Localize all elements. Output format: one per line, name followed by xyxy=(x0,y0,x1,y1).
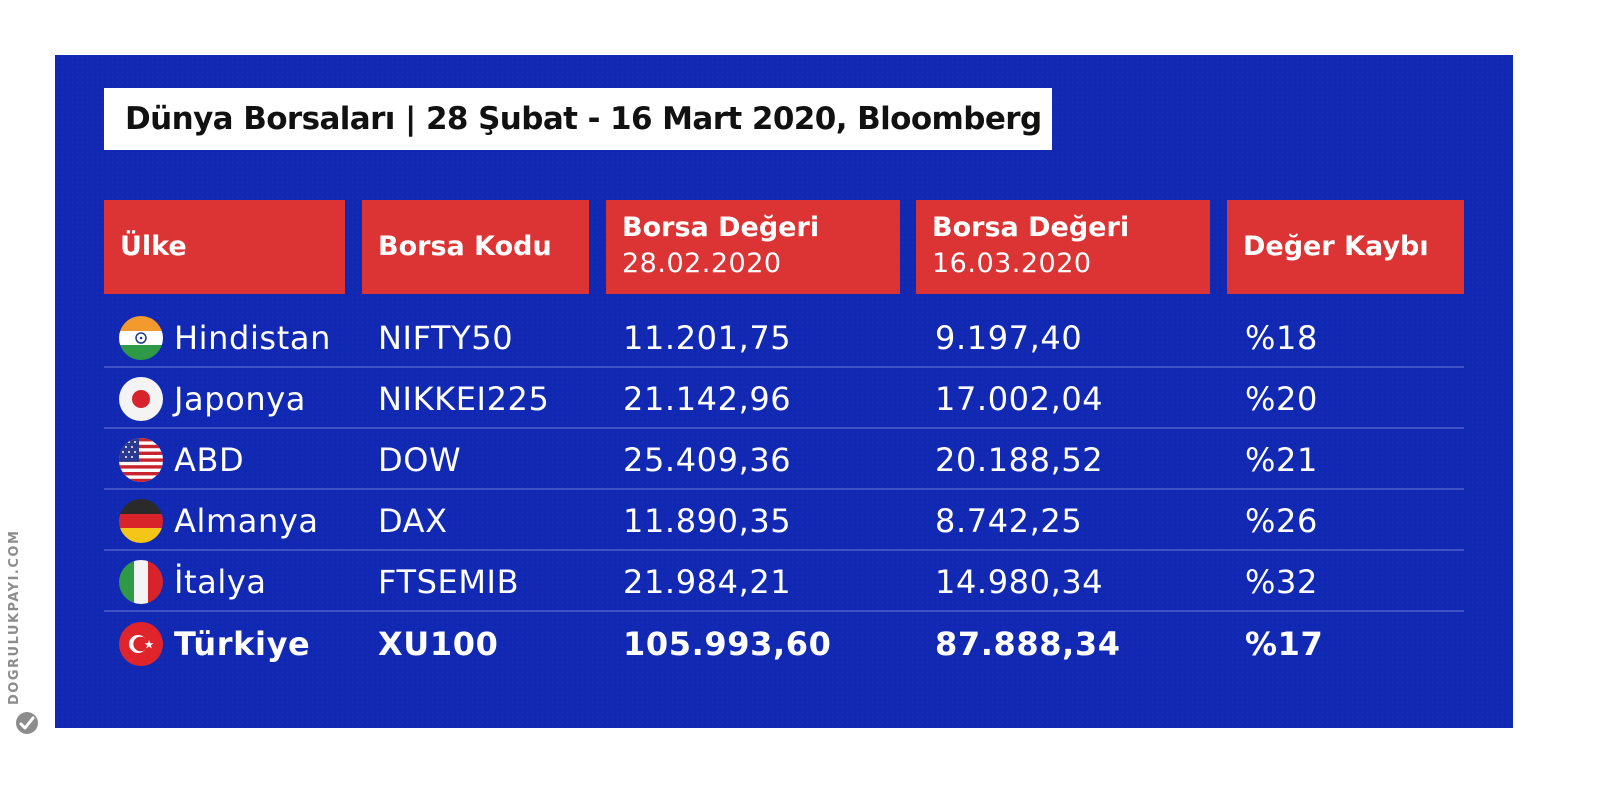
exchange-code: NIFTY50 xyxy=(378,318,514,357)
country-name: Hindistan xyxy=(174,318,331,357)
column-header-country: Ülke xyxy=(104,200,345,294)
watermark-text: DOGRULUKPAYI.COM xyxy=(7,529,22,705)
exchange-code: DAX xyxy=(378,501,448,540)
value-loss: %21 xyxy=(1245,440,1318,479)
table-row: Japonya NIKKEI225 21.142,96 17.002,04 %2… xyxy=(104,368,1464,429)
value-feb: 105.993,60 xyxy=(623,624,832,663)
value-loss: %32 xyxy=(1245,562,1318,601)
exchange-code: FTSEMIB xyxy=(378,562,520,601)
column-header-code: Borsa Kodu xyxy=(362,200,589,294)
table-panel: Dünya Borsaları | 28 Şubat - 16 Mart 202… xyxy=(55,55,1513,728)
value-loss: %20 xyxy=(1245,379,1318,418)
table-row: Almanya DAX 11.890,35 8.742,25 %26 xyxy=(104,490,1464,551)
country-name: Almanya xyxy=(174,501,319,540)
value-mar: 8.742,25 xyxy=(935,501,1083,540)
value-mar: 87.888,34 xyxy=(935,624,1121,663)
exchange-code: NIKKEI225 xyxy=(378,379,550,418)
row-separator xyxy=(104,427,1464,429)
value-loss: %26 xyxy=(1245,501,1318,540)
country-name: Japonya xyxy=(174,379,306,418)
table-row: Türkiye XU100 105.993,60 87.888,34 %17 xyxy=(104,613,1464,674)
value-feb: 11.890,35 xyxy=(623,501,792,540)
value-feb: 21.984,21 xyxy=(623,562,792,601)
value-loss: %18 xyxy=(1245,318,1318,357)
column-header-date: 28.02.2020 xyxy=(622,248,782,279)
table-row: Hindistan NIFTY50 11.201,75 9.197,40 %18 xyxy=(104,307,1464,368)
value-loss: %17 xyxy=(1245,624,1324,663)
column-header-label: Ülke xyxy=(120,231,187,262)
row-separator xyxy=(104,488,1464,490)
column-header-label: Değer Kaybı xyxy=(1243,231,1429,262)
value-feb: 25.409,36 xyxy=(623,440,792,479)
italy-flag-icon xyxy=(119,560,163,604)
value-feb: 11.201,75 xyxy=(623,318,792,357)
country-name: Türkiye xyxy=(174,624,311,663)
value-mar: 14.980,34 xyxy=(935,562,1104,601)
page-title: Dünya Borsaları | 28 Şubat - 16 Mart 202… xyxy=(125,101,1042,137)
column-header-loss: Değer Kaybı xyxy=(1227,200,1464,294)
usa-flag-icon xyxy=(119,438,163,482)
turkey-flag-icon xyxy=(119,622,163,666)
row-separator xyxy=(104,366,1464,368)
value-mar: 20.188,52 xyxy=(935,440,1104,479)
column-header-date: 16.03.2020 xyxy=(932,248,1092,279)
value-feb: 21.142,96 xyxy=(623,379,792,418)
row-separator xyxy=(104,610,1464,612)
value-mar: 17.002,04 xyxy=(935,379,1104,418)
germany-flag-icon xyxy=(119,499,163,543)
japan-flag-icon xyxy=(119,377,163,421)
dogruluk-payi-logo-icon xyxy=(15,711,39,735)
column-header-value-mar: Borsa Değeri 16.03.2020 xyxy=(916,200,1210,294)
table-row: ABD DOW 25.409,36 20.188,52 %21 xyxy=(104,429,1464,490)
column-header-label: Borsa Kodu xyxy=(378,231,552,262)
exchange-code: DOW xyxy=(378,440,462,479)
value-mar: 9.197,40 xyxy=(935,318,1083,357)
column-header-value-feb: Borsa Değeri 28.02.2020 xyxy=(606,200,900,294)
exchange-code: XU100 xyxy=(378,624,499,663)
country-name: İtalya xyxy=(174,562,267,601)
india-flag-icon xyxy=(119,316,163,360)
country-name: ABD xyxy=(174,440,245,479)
row-separator xyxy=(104,549,1464,551)
column-header-label: Borsa Değeri xyxy=(622,212,820,243)
table-row: İtalya FTSEMIB 21.984,21 14.980,34 %32 xyxy=(104,551,1464,612)
title-box: Dünya Borsaları | 28 Şubat - 16 Mart 202… xyxy=(104,88,1052,150)
column-header-label: Borsa Değeri xyxy=(932,212,1130,243)
